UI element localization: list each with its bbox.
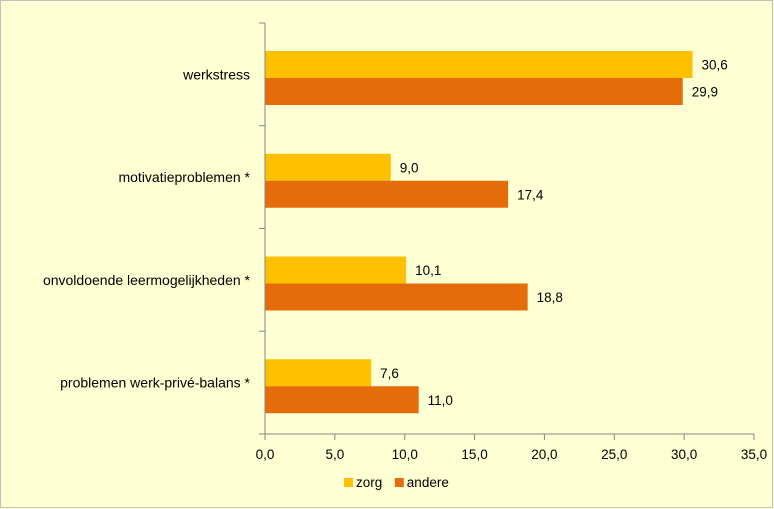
x-tick-label: 25,0 [601, 447, 627, 462]
x-tick-label: 5,0 [325, 447, 344, 462]
labels-group: werkstress 30,6 29,9 motivatieproblemen * 9,… [43, 58, 728, 408]
category-label-werkstress: werkstress [182, 66, 250, 82]
ticks-group: 0,0 5,0 10,0 15,0 20,0 25,0 30,0 35,0 [256, 22, 767, 462]
bar-andere-motivatieproblemen [265, 180, 509, 208]
x-tick-label: 10,0 [392, 447, 418, 462]
bar-andere-onvoldoende-leermogelijkheden [265, 283, 528, 311]
category-label-motivatieproblemen: motivatieproblemen * [118, 169, 250, 185]
category-label-problemen-werk-priv-balans: problemen werk-privé-balans * [60, 375, 250, 391]
bar-andere-werkstress [265, 78, 683, 105]
legend: zorg andere [344, 475, 449, 490]
legend-swatch-zorg [344, 478, 353, 487]
x-tick-label: 35,0 [741, 447, 767, 462]
data-label-andere-motivatieproblemen: 17,4 [517, 187, 544, 202]
legend-label-andere: andere [407, 475, 449, 490]
legend-label-zorg: zorg [356, 475, 382, 490]
data-label-zorg-werkstress: 30,6 [702, 58, 728, 73]
x-tick-label: 15,0 [461, 447, 487, 462]
data-label-zorg-motivatieproblemen: 9,0 [400, 160, 419, 175]
bar-andere-problemen-werk-priv-balans [265, 386, 419, 414]
x-tick-label: 20,0 [531, 447, 557, 462]
data-label-andere-werkstress: 29,9 [692, 85, 718, 100]
data-label-zorg-onvoldoende-leermogelijkheden: 10,1 [415, 263, 441, 278]
x-tick-label: 0,0 [256, 447, 275, 462]
bar-zorg-onvoldoende-leermogelijkheden [265, 256, 407, 284]
data-label-andere-problemen-werk-priv-balans: 11,0 [428, 393, 453, 408]
data-label-zorg-problemen-werk-priv-balans: 7,6 [380, 366, 399, 381]
x-tick-label: 30,0 [671, 447, 697, 462]
data-label-andere-onvoldoende-leermogelijkheden: 18,8 [537, 290, 563, 305]
bar-zorg-motivatieproblemen [265, 153, 391, 181]
legend-swatch-andere [394, 478, 404, 487]
bar-zorg-werkstress [265, 51, 693, 78]
category-label-onvoldoende-leermogelijkheden: onvoldoende leermogelijkheden * [43, 272, 251, 288]
bars-group [265, 51, 693, 414]
bar-zorg-problemen-werk-priv-balans [265, 359, 372, 387]
